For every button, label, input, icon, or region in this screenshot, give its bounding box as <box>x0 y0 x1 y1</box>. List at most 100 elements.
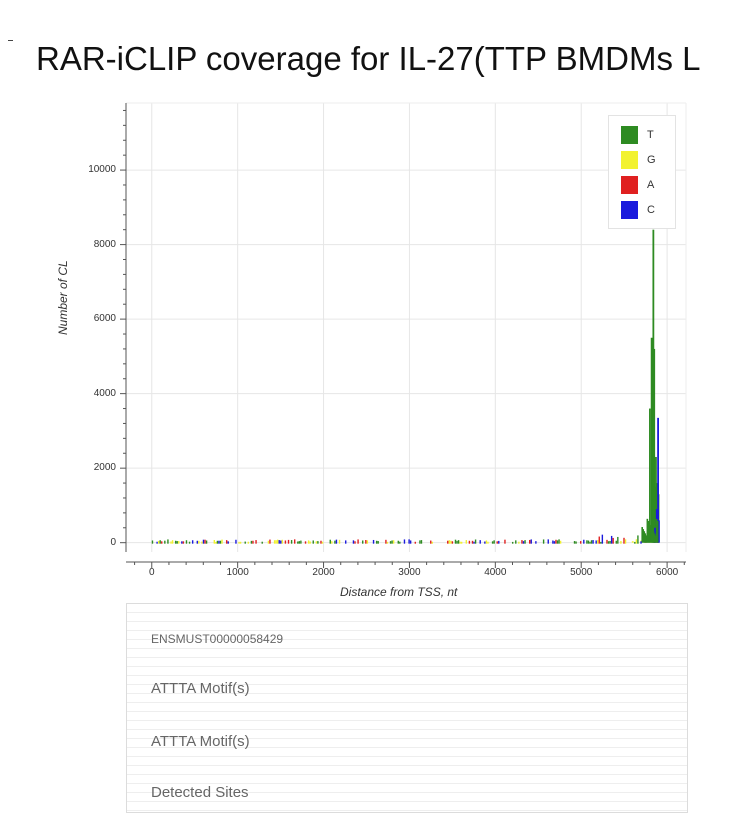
noise-bar <box>334 540 336 544</box>
noise-bar <box>317 541 319 544</box>
noise-bar <box>471 540 474 544</box>
noise-bar <box>352 540 355 544</box>
noise-bar <box>530 539 532 544</box>
noise-bar <box>420 540 423 544</box>
noise-bar <box>280 540 282 544</box>
noise-bar <box>315 541 318 544</box>
noise-bar <box>202 539 205 544</box>
noise-bar <box>465 540 468 544</box>
noise-bar <box>300 540 302 544</box>
motif-track-label-1: ATTTA Motif(s) <box>151 680 250 697</box>
legend-label-a: A <box>647 179 655 191</box>
noise-bar <box>403 539 406 544</box>
noise-bar <box>362 540 364 544</box>
noise-bar <box>419 540 421 544</box>
noise-bar <box>547 539 549 544</box>
noise-bar <box>595 540 597 544</box>
noise-bar <box>216 540 219 544</box>
noise-bar <box>191 540 194 544</box>
noise-bar <box>335 539 338 544</box>
noise-bar <box>307 540 310 544</box>
noise-bar <box>598 536 600 544</box>
x-tick-label: 3000 <box>398 567 421 578</box>
legend-label-c: C <box>647 204 655 216</box>
noise-bar <box>225 540 228 544</box>
noise-bar <box>196 540 199 544</box>
noise-bar <box>392 540 395 544</box>
noise-bar <box>201 541 203 544</box>
noise-bar <box>161 541 163 544</box>
noise-bar <box>391 540 393 544</box>
noise-bar <box>281 539 284 544</box>
noise-bar <box>606 539 608 544</box>
chart-title: RAR-iCLIP coverage for IL-27(TTP BMDMs L <box>36 40 701 77</box>
noise-bar <box>167 539 169 544</box>
noise-bar <box>235 539 237 544</box>
noise-bar <box>498 540 500 544</box>
noise-bar <box>372 539 375 544</box>
noise-bar <box>589 541 591 544</box>
noise-bar <box>218 540 220 544</box>
noise-bar <box>487 541 489 544</box>
x-axis-label: Distance from TSS, nt <box>340 585 458 599</box>
noise-bar <box>620 541 622 544</box>
noise-bar <box>176 541 178 544</box>
legend[interactable]: T G A C <box>608 115 676 229</box>
noise-bar <box>617 536 619 544</box>
noise-bar <box>375 540 378 544</box>
legend-swatch-t <box>621 126 638 144</box>
legend-swatch-a <box>621 176 638 194</box>
noise-bar <box>275 540 277 544</box>
transcript-label: ENSMUST00000058429 <box>151 632 284 646</box>
noise-bar <box>357 539 359 544</box>
noise-bar <box>515 540 517 544</box>
noise-bar <box>182 541 185 544</box>
noise-bar <box>473 541 475 544</box>
bar-t <box>645 535 648 543</box>
noise-bar <box>278 540 280 544</box>
noise-bar <box>485 540 488 544</box>
noise-bar <box>329 539 331 544</box>
low-coverage-bars <box>151 534 642 544</box>
noise-bar <box>409 540 412 544</box>
noise-bar <box>188 541 191 544</box>
noise-bar <box>553 541 556 544</box>
noise-bar <box>583 539 585 544</box>
noise-bar <box>474 539 477 544</box>
motif-track-label-2: ATTTA Motif(s) <box>151 733 250 750</box>
noise-bar <box>219 540 222 544</box>
noise-bar <box>273 540 276 544</box>
noise-bar <box>575 541 577 544</box>
bar-t <box>649 525 652 543</box>
noise-bar <box>321 541 324 544</box>
noise-bar <box>198 540 200 544</box>
noise-bar <box>496 541 498 544</box>
bar-t <box>647 520 650 543</box>
noise-bar <box>238 541 240 544</box>
noise-bar <box>366 540 369 544</box>
noise-bar <box>634 541 636 544</box>
bar-t <box>649 408 651 543</box>
noise-bar <box>151 540 154 544</box>
noise-bar <box>484 541 486 544</box>
noise-bar <box>607 541 610 544</box>
bar-t <box>653 533 656 543</box>
bar-t <box>655 518 658 543</box>
coverage-bars <box>631 229 660 543</box>
noise-bar <box>204 539 206 544</box>
noise-bar <box>159 540 161 544</box>
noise-bar <box>610 535 613 544</box>
bar-c <box>657 417 659 543</box>
noise-bar <box>164 540 166 544</box>
noise-bar <box>227 541 229 544</box>
noise-bar <box>284 540 287 544</box>
noise-bar <box>454 539 457 544</box>
noise-bar <box>247 541 250 544</box>
noise-bar <box>450 540 452 544</box>
bar-g <box>631 541 634 543</box>
bar-t <box>654 535 657 543</box>
chart-axes <box>120 103 686 568</box>
bar-t <box>650 337 653 543</box>
noise-bar <box>431 541 433 544</box>
noise-bar <box>290 540 293 544</box>
